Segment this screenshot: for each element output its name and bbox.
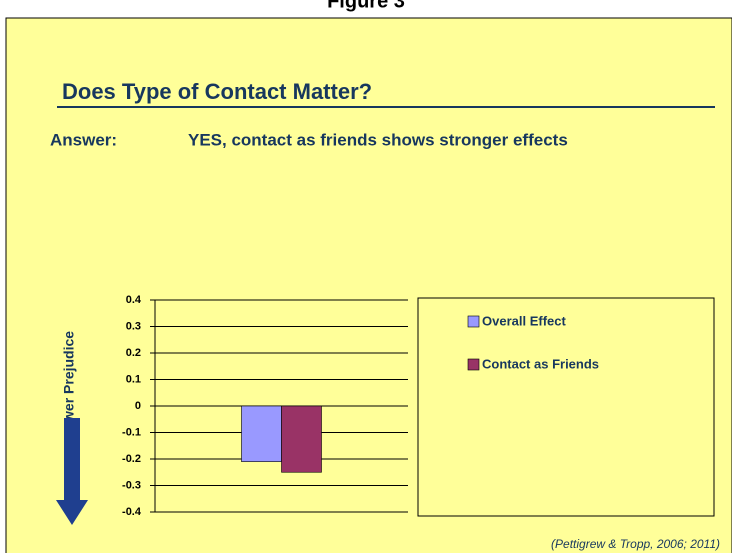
y-axis-label: Lower Prejudice — [61, 331, 77, 439]
bar — [281, 405, 322, 473]
down-arrow — [56, 418, 88, 525]
slide-title: Does Type of Contact Matter? — [62, 79, 372, 104]
bar — [241, 405, 282, 462]
legend-swatch — [467, 358, 480, 371]
y-tick-label: 0.1 — [126, 373, 141, 385]
y-tick-label: 0 — [135, 400, 141, 412]
figure-label: Figure 3 — [327, 0, 405, 12]
y-tick-label: 0.4 — [126, 294, 142, 306]
y-tick-label: 0.3 — [126, 320, 141, 332]
y-tick-label: 0.2 — [126, 347, 141, 359]
y-tick-label: -0.4 — [122, 506, 142, 518]
y-tick-label: -0.2 — [122, 453, 141, 465]
source-note: (Pettigrew & Tropp, 2006; 2011) — [551, 537, 720, 551]
legend-swatch — [467, 315, 480, 328]
legend-label: Overall Effect — [482, 313, 566, 328]
legend-label: Contact as Friends — [482, 356, 599, 371]
y-tick-label: -0.3 — [122, 479, 141, 491]
answer-text: YES, contact as friends shows stronger e… — [188, 130, 568, 149]
legend-box — [417, 297, 715, 517]
answer-label: Answer: — [50, 130, 117, 149]
y-tick-label: -0.1 — [122, 426, 141, 438]
